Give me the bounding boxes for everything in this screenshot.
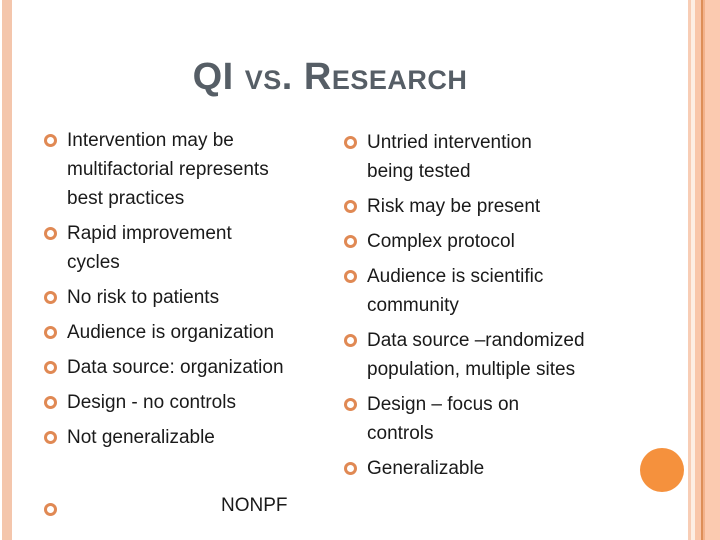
bullet-text: Audience is scientific community [367,266,544,316]
bullet-icon [44,431,57,444]
stripe-segment [703,0,705,540]
orange-circle-decoration [640,448,684,492]
bullet-icon [44,361,57,374]
right-edge-stripes [688,0,720,540]
list-item: Generalizable [344,454,669,483]
list-item: Rapid improvement cycles [44,219,329,277]
list-item: Audience is scientific community [344,262,669,320]
list-item: No risk to patients [44,283,329,312]
stripe-segment [705,0,720,540]
bullet-text: Intervention may be multifactorial repre… [67,130,269,209]
stripe-segment [695,0,701,540]
bullet-text: Generalizable [367,458,485,479]
bullet-icon [44,291,57,304]
stripe-segment [688,0,691,540]
bullet-text: Not generalizable [67,427,215,448]
bullet-icon [344,200,357,213]
bullet-icon [344,462,357,475]
left-edge-stripe [2,0,12,540]
bullet-text: Untried intervention being tested [367,132,532,182]
bullet-text: Rapid improvement cycles [67,223,232,273]
footer-text: NONPF [221,495,288,516]
bullet-icon [344,136,357,149]
bullet-text: Risk may be present [367,196,541,217]
list-item: Data source –randomized population, mult… [344,326,669,384]
list-item: Design – focus on controls [344,390,669,448]
bullet-text: No risk to patients [67,287,220,308]
list-item: Not generalizable [44,423,329,452]
bullet-icon [344,334,357,347]
list-item: Data source: organization [44,353,329,382]
bullet-text: Complex protocol [367,231,515,252]
bullet-text: Data source –randomized population, mult… [367,330,585,380]
stripe-segment [701,0,703,540]
bullet-text: Design – focus on controls [367,394,520,444]
bullet-icon [44,326,57,339]
list-item: Design - no controls [44,388,329,417]
bullet-text: Design - no controls [67,392,236,413]
right-bullet-list: Untried intervention being tested Risk m… [344,128,669,489]
left-bullet-list: Intervention may be multifactorial repre… [44,126,329,458]
list-item: Intervention may be multifactorial repre… [44,126,329,213]
bullet-text: Audience is organization [67,322,275,343]
list-item: Complex protocol [344,227,669,256]
list-item: Untried intervention being tested [344,128,669,186]
bullet-icon [344,398,357,411]
bullet-text: Data source: organization [67,357,284,378]
slide-title: QI vs. Research [192,56,468,98]
list-item: Risk may be present [344,192,669,221]
bullet-icon [344,270,357,283]
bullet-icon [44,134,57,147]
list-item: Audience is organization [44,318,329,347]
bullet-icon [44,227,57,240]
footer-bullet-icon [44,503,57,516]
stripe-segment [691,0,695,540]
bullet-icon [44,396,57,409]
bullet-icon [344,235,357,248]
